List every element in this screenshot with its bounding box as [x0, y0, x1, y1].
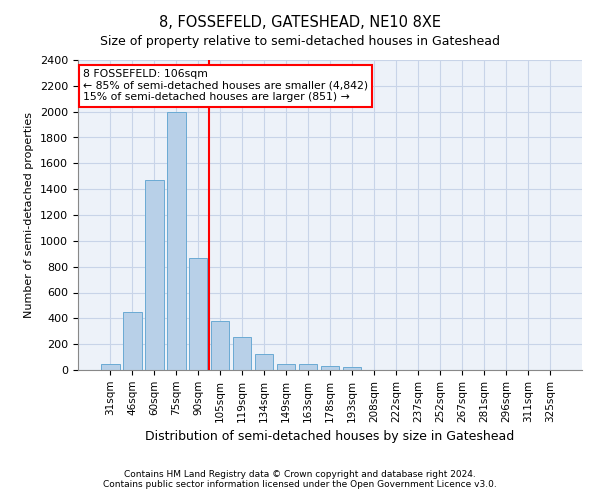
Bar [299, 364, 317, 370]
Y-axis label: Number of semi-detached properties: Number of semi-detached properties [25, 112, 34, 318]
Bar [123, 312, 142, 370]
Bar [255, 354, 274, 370]
Text: Contains HM Land Registry data © Crown copyright and database right 2024.
Contai: Contains HM Land Registry data © Crown c… [103, 470, 497, 489]
Bar [277, 364, 295, 370]
Bar [101, 364, 119, 370]
Bar [343, 368, 361, 370]
X-axis label: Distribution of semi-detached houses by size in Gateshead: Distribution of semi-detached houses by … [145, 430, 515, 443]
Bar [320, 366, 340, 370]
Bar [211, 321, 229, 370]
Text: 8, FOSSEFELD, GATESHEAD, NE10 8XE: 8, FOSSEFELD, GATESHEAD, NE10 8XE [159, 15, 441, 30]
Bar [167, 112, 185, 370]
Text: 8 FOSSEFELD: 106sqm
← 85% of semi-detached houses are smaller (4,842)
15% of sem: 8 FOSSEFELD: 106sqm ← 85% of semi-detach… [83, 70, 368, 102]
Bar [189, 258, 208, 370]
Text: Size of property relative to semi-detached houses in Gateshead: Size of property relative to semi-detach… [100, 35, 500, 48]
Bar [233, 337, 251, 370]
Bar [145, 180, 164, 370]
